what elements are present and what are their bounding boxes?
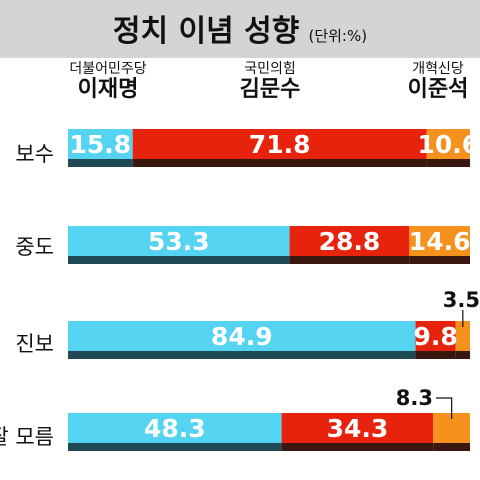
candidate-name: 이준석 (407, 77, 469, 102)
bar-shadow (426, 159, 470, 167)
data-label: 15.8 (69, 130, 131, 159)
category-label: 진보 (15, 332, 54, 356)
bar-shadow (455, 351, 470, 359)
bar-shadow (68, 256, 290, 264)
unit-label: (단위:%) (308, 27, 368, 45)
bar-김문수 (132, 129, 427, 159)
bar-shadow (289, 256, 410, 264)
candidate-name: 김문수 (239, 77, 301, 102)
data-label: 10.6 (417, 130, 479, 159)
party-label: 국민의힘 (244, 61, 296, 77)
bar-이준석 (455, 321, 470, 351)
bar-김문수 (415, 321, 456, 351)
data-label: 34.3 (327, 414, 389, 443)
bar-이재명 (68, 226, 290, 256)
bar-이준석 (426, 129, 470, 159)
title-banner (0, 0, 480, 58)
bar-shadow (68, 443, 282, 451)
data-label: 84.9 (211, 322, 273, 351)
chart-title: 정치 이념 성향 (단위:%) (0, 6, 480, 50)
bar-shadow (409, 256, 470, 264)
party-label: 개혁신당 (412, 61, 464, 77)
leader-line (436, 397, 453, 419)
data-label: 28.8 (319, 227, 381, 256)
party-label: 더불어민주당 (69, 61, 147, 77)
data-label: 48.3 (144, 414, 206, 443)
category-label: 잘 모름 (0, 425, 54, 449)
candidate-label-kim: 국민의힘 김문수 (220, 60, 320, 102)
bar-이재명 (68, 321, 416, 351)
bar-김문수 (289, 226, 410, 256)
bar-shadow (68, 351, 416, 359)
candidate-label-lee-jm: 더불어민주당 이재명 (56, 60, 160, 102)
bar-shadow (281, 443, 434, 451)
data-label: 53.3 (148, 227, 210, 256)
bar-이준석 (409, 226, 470, 256)
data-label: 8.3 (396, 386, 433, 410)
bar-이재명 (68, 413, 282, 443)
data-label: 71.8 (249, 130, 311, 159)
bar-shadow (415, 351, 456, 359)
data-label: 9.8 (413, 322, 457, 351)
category-label: 보수 (15, 142, 54, 166)
bar-shadow (132, 159, 427, 167)
bar-shadow (68, 159, 133, 167)
chart-title-text: 정치 이념 성향 (112, 14, 300, 49)
candidate-label-lee-js: 개혁신당 이준석 (396, 60, 480, 102)
category-label: 중도 (15, 235, 54, 259)
bar-김문수 (281, 413, 434, 443)
bar-이재명 (68, 129, 133, 159)
bar-shadow (433, 443, 470, 451)
candidate-name: 이재명 (77, 77, 139, 102)
data-label: 14.6 (409, 227, 471, 256)
data-label: 3.5 (443, 288, 480, 312)
